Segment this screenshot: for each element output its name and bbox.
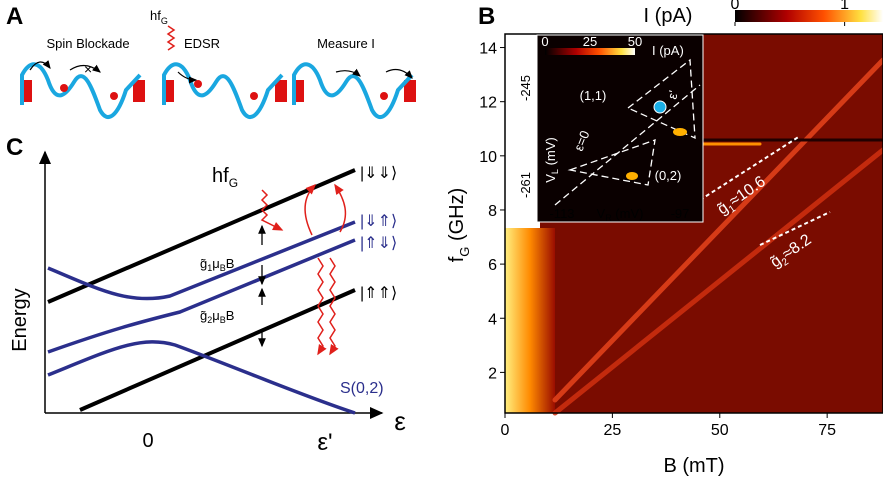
- leads: [20, 80, 416, 102]
- inset-colorbar-tick-label: 25: [583, 34, 597, 49]
- tunnel-arrows: [29, 60, 413, 84]
- title: EDSR: [184, 36, 220, 51]
- panel-b: g̃1≈10.6 g̃2≈8.2 B (mT) fG (GHz) I (pA) …: [446, 5, 883, 477]
- triple-point: [626, 172, 638, 180]
- photon-label: hfG: [150, 8, 168, 26]
- y-tick-label: 6: [488, 257, 497, 274]
- x-label: ε: [394, 406, 406, 436]
- splitting-label: g̃1μBB g̃2μBB: [200, 256, 234, 325]
- potential: [20, 62, 414, 119]
- x-tick-label: 25: [603, 422, 621, 439]
- y-tick-label: 12: [479, 95, 497, 112]
- state-label: |⇑⇑⟩: [360, 285, 397, 302]
- state-label: |⇑⇓⟩: [360, 235, 397, 252]
- x-label: B (mT): [663, 455, 724, 477]
- y-tick-label: 4: [488, 311, 497, 328]
- levels: [47, 168, 356, 412]
- inset-y-tick-label: -245: [518, 75, 533, 101]
- y-label: Energy: [9, 288, 31, 351]
- levels: [47, 220, 356, 415]
- photon: [166, 25, 176, 51]
- resonances: [552, 57, 883, 416]
- colorbar-tick-label: 0: [731, 0, 740, 13]
- state-label: |⇓⇓⟩: [360, 165, 397, 182]
- inset-x-tick-label: -97: [671, 206, 690, 221]
- y-tick-label: 2: [488, 365, 497, 382]
- x-tick-label: 75: [818, 422, 836, 439]
- fit-line: [699, 135, 801, 201]
- x-tick-label: ε': [317, 429, 332, 456]
- y-tick-label: 14: [479, 41, 497, 58]
- inset-colorbar-label: I (pA): [652, 43, 684, 58]
- blocked: ×: [84, 61, 92, 77]
- colorbar-label: I (pA): [644, 5, 693, 27]
- state-label: |⇓⇑⟩: [360, 213, 397, 230]
- detuning-label: ε=0: [571, 128, 593, 153]
- region-label: (0,2): [655, 168, 682, 183]
- marker: [653, 100, 667, 114]
- svg-text:g̃2μBB: g̃2μBB: [200, 308, 234, 325]
- heatmap-edge: [505, 228, 555, 413]
- detuning-label: ε': [664, 89, 681, 101]
- title: Measure I: [317, 36, 375, 51]
- triple-point: [673, 128, 687, 136]
- inset-x-label: VR (mV): [597, 206, 644, 223]
- inset-colorbar: [545, 48, 635, 55]
- transitions: [260, 183, 347, 356]
- plot-frame: [504, 33, 883, 414]
- panel-a: Spin Blockade EDSR Measure I hfG ×: [20, 8, 416, 119]
- inset: I (pA) (1,1) (0,2) ε=0 ε' VL (mV) -245 -…: [518, 34, 704, 223]
- y-tick-label: 10: [479, 149, 497, 166]
- inset-colorbar-tick-label: 50: [628, 34, 642, 49]
- svg-text:g̃1μBB: g̃1μBB: [200, 256, 234, 273]
- x-tick-label: 0: [501, 422, 510, 439]
- inset-colorbar-tick-label: 0: [541, 34, 548, 49]
- colorbar: [735, 10, 883, 22]
- colorbar-tick-label: 1: [840, 0, 849, 13]
- region-label: (1,1): [580, 88, 607, 103]
- y-tick-label: 8: [488, 203, 497, 220]
- fit-line: [759, 211, 831, 246]
- inset-x-tick-label: -113: [549, 206, 574, 221]
- x-tick-label: 50: [711, 422, 729, 439]
- y-label: fG (GHz): [446, 188, 472, 263]
- panel-label: C: [6, 134, 23, 161]
- state-label: S(0,2): [340, 380, 384, 397]
- title: Spin Blockade: [46, 36, 129, 51]
- x-tick-label: 0: [142, 430, 153, 452]
- panel-c: Energy ε 0 ε' hfG |⇓⇓⟩ |⇓⇑⟩ |⇑⇓⟩ |⇑⇑⟩ S(…: [9, 150, 406, 456]
- inset-y-tick-label: -261: [518, 172, 533, 198]
- panel-label: B: [478, 3, 495, 30]
- photon-label: hfG: [212, 165, 238, 190]
- electrons: [60, 80, 388, 100]
- panel-label: A: [6, 3, 23, 30]
- inset-y-label: VL (mV): [543, 137, 560, 182]
- triangles: [554, 58, 701, 206]
